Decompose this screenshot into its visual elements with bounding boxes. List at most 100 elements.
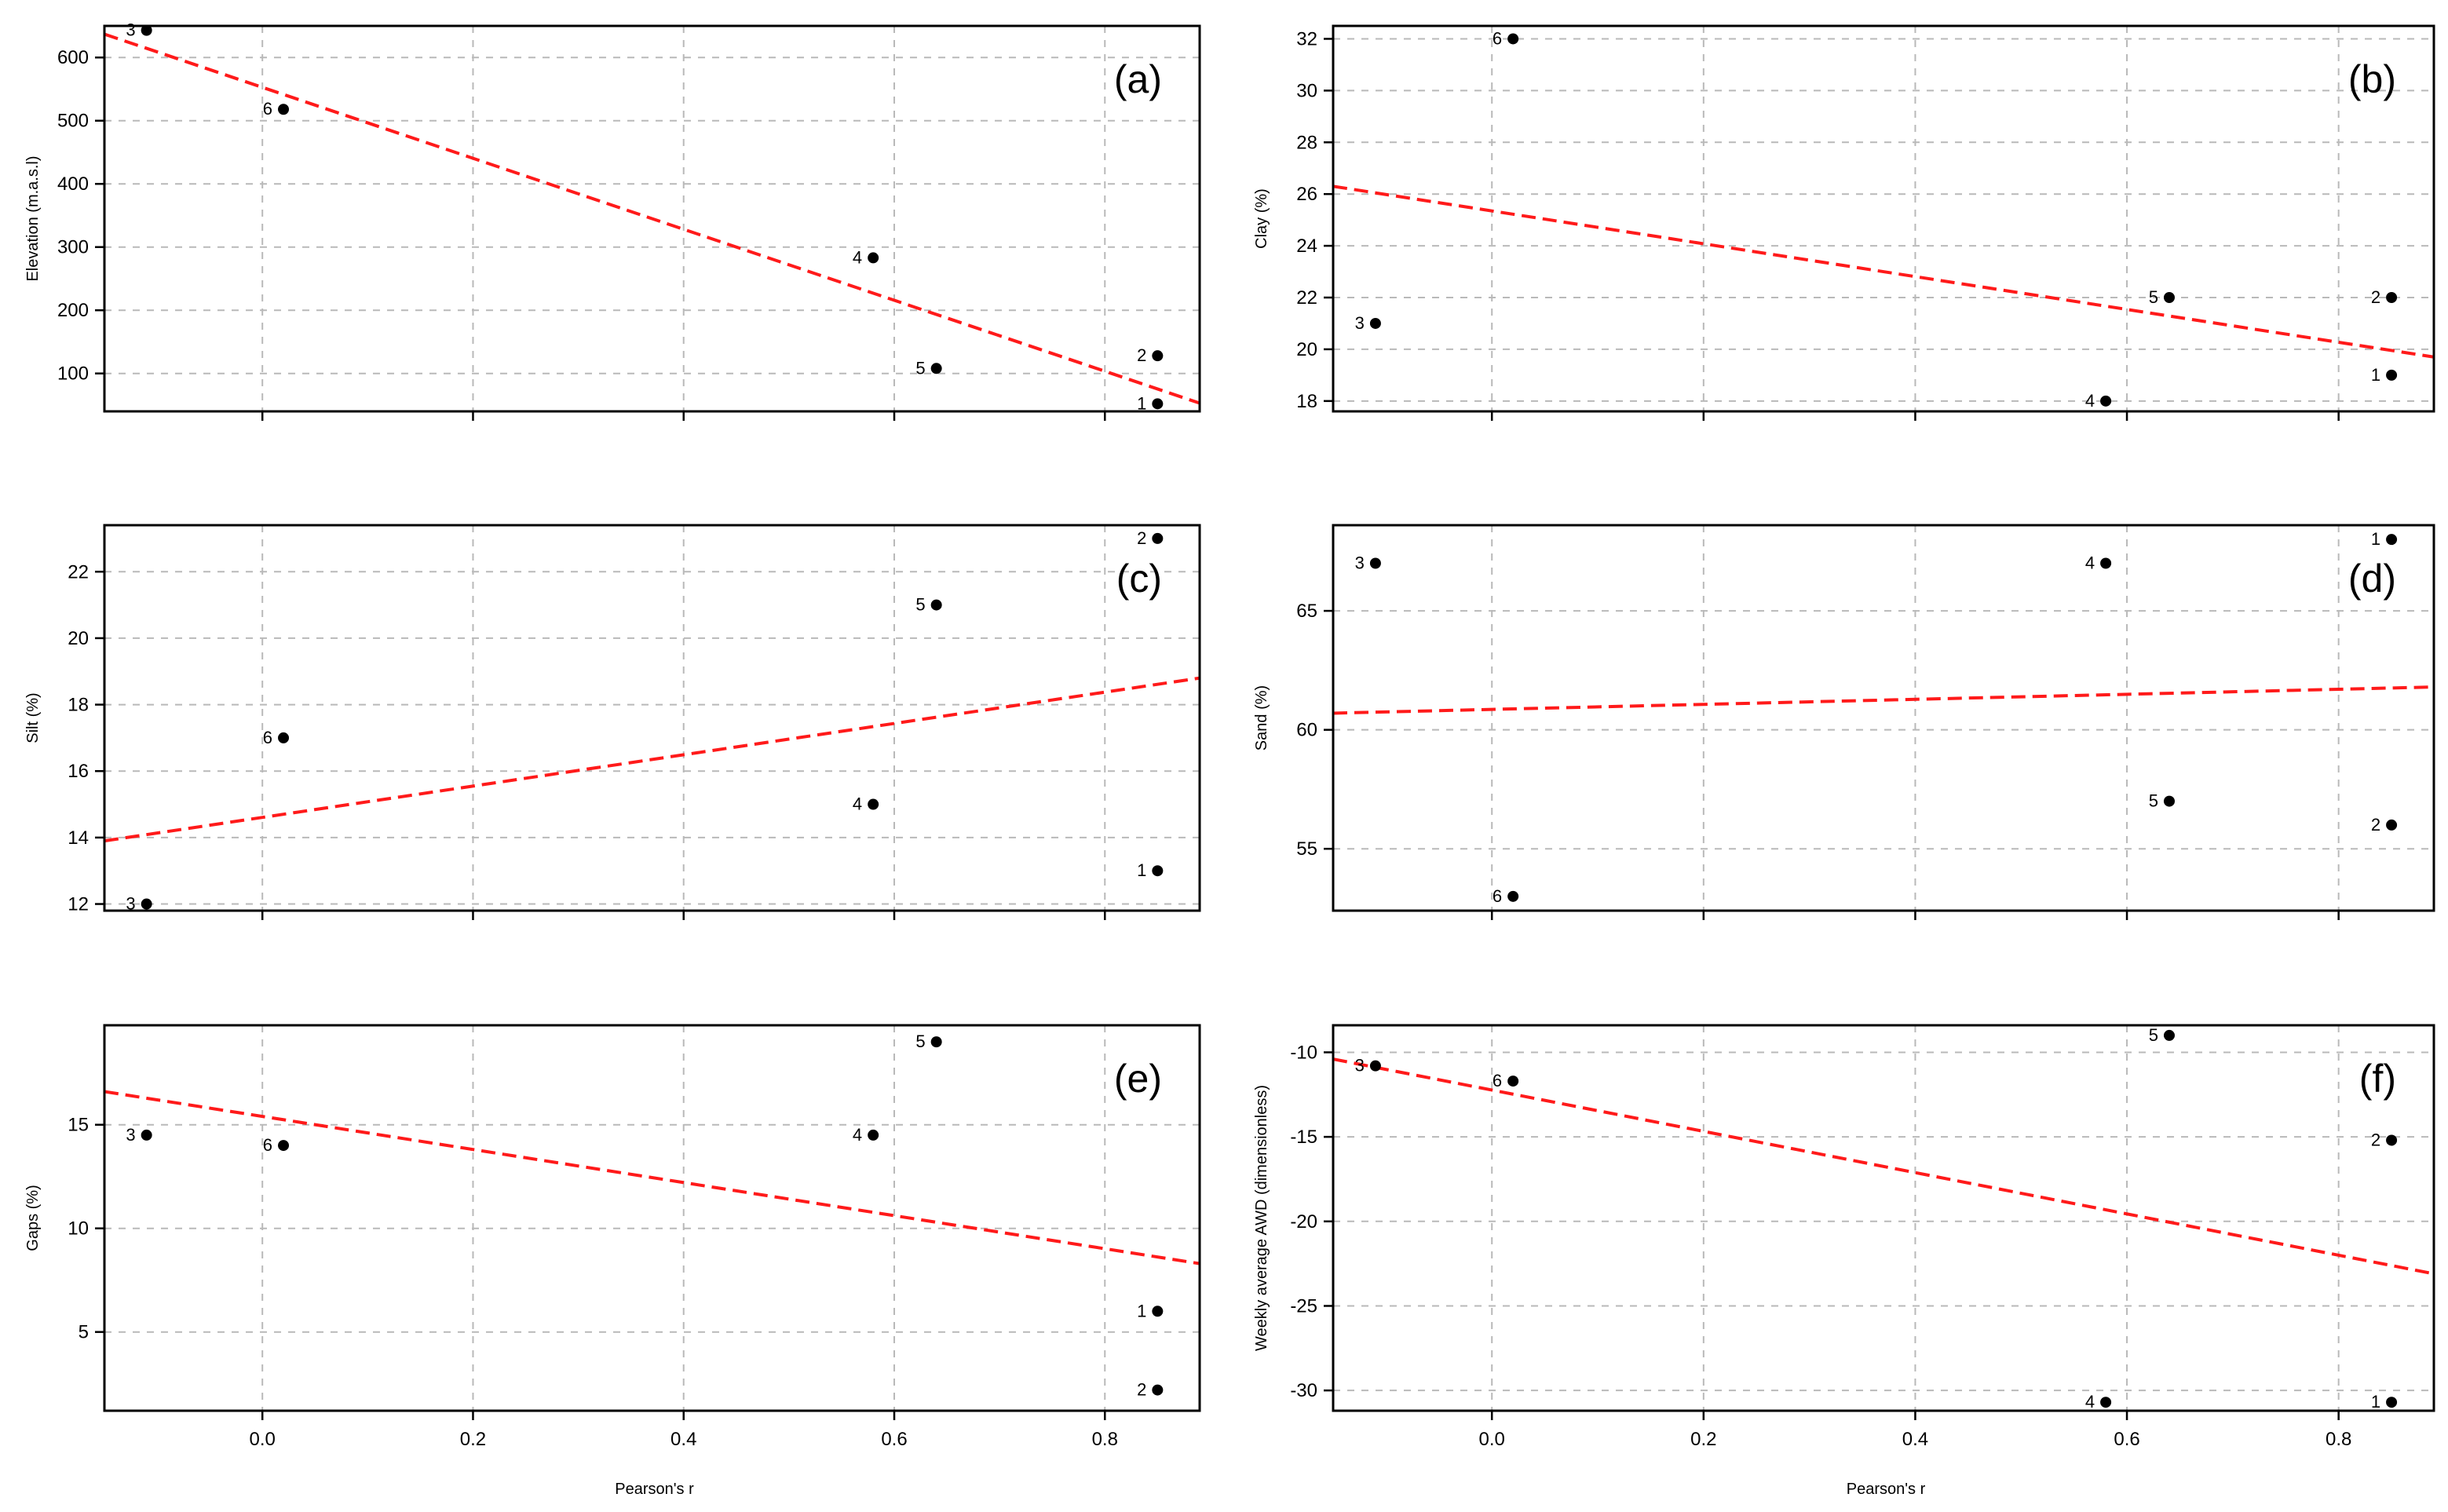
y-axis-label: Gaps (%) xyxy=(24,1185,42,1251)
point-label-4: 4 xyxy=(2085,1392,2095,1412)
y-tick-label: 14 xyxy=(68,827,89,849)
y-tick-label: -30 xyxy=(1290,1380,1317,1401)
point-label-4: 4 xyxy=(853,247,862,267)
x-tick-label: 0.2 xyxy=(460,1429,486,1450)
y-tick-label: 60 xyxy=(1296,720,1317,741)
point-label-2: 2 xyxy=(2371,1130,2380,1149)
data-point-4 xyxy=(868,799,879,810)
data-point-4 xyxy=(868,252,879,263)
data-point-5 xyxy=(2164,796,2175,807)
data-point-3 xyxy=(141,25,152,36)
y-tick-label: 30 xyxy=(1296,80,1317,101)
point-label-6: 6 xyxy=(1493,28,1502,48)
y-tick-label: 28 xyxy=(1296,132,1317,153)
point-label-1: 1 xyxy=(2371,1392,2380,1412)
y-tick-label: 65 xyxy=(1296,601,1317,622)
point-label-5: 5 xyxy=(2149,1025,2158,1045)
y-tick-label: 18 xyxy=(68,695,89,716)
data-point-1 xyxy=(1152,865,1163,876)
data-point-1 xyxy=(2386,370,2397,381)
regression-line xyxy=(104,1091,1200,1263)
point-label-1: 1 xyxy=(1137,860,1146,880)
x-tick-label: 0.4 xyxy=(670,1429,696,1450)
point-label-6: 6 xyxy=(1493,1071,1502,1090)
point-label-2: 2 xyxy=(1137,1380,1146,1400)
point-label-6: 6 xyxy=(263,728,272,747)
point-label-2: 2 xyxy=(2371,287,2380,307)
data-point-3 xyxy=(1370,318,1381,329)
x-axis-label: Pearson's r xyxy=(615,1481,694,1498)
data-point-3 xyxy=(1370,557,1381,568)
y-tick-label: 32 xyxy=(1296,28,1317,49)
plot-frame xyxy=(104,525,1200,911)
y-tick-label: 5 xyxy=(79,1322,89,1343)
panel-label: (f) xyxy=(2359,1057,2396,1101)
point-label-4: 4 xyxy=(853,1125,862,1145)
data-point-5 xyxy=(2164,1030,2175,1041)
data-point-4 xyxy=(2100,1397,2111,1408)
x-tick-label: 0.6 xyxy=(2114,1429,2139,1450)
plot-frame xyxy=(104,1025,1200,1411)
panel-a: 100200300400500600123456(a)Elevation (m.… xyxy=(24,20,1200,421)
data-point-6 xyxy=(278,104,289,115)
y-axis-label: Elevation (m.a.s.l) xyxy=(24,155,42,281)
point-label-2: 2 xyxy=(1137,345,1146,365)
y-axis-label: Weekly average AWD (dimensionless) xyxy=(1253,1085,1270,1351)
regression-line xyxy=(1333,687,2434,713)
x-tick-label: 0.8 xyxy=(2326,1429,2351,1450)
y-tick-label: 55 xyxy=(1296,838,1317,860)
data-point-6 xyxy=(1507,1076,1518,1087)
point-label-6: 6 xyxy=(263,1135,272,1155)
y-tick-label: 16 xyxy=(68,761,89,782)
y-axis-label: Silt (%) xyxy=(24,692,42,743)
y-tick-label: 18 xyxy=(1296,391,1317,412)
point-label-1: 1 xyxy=(2371,529,2380,549)
data-point-4 xyxy=(868,1130,879,1141)
point-label-5: 5 xyxy=(2149,287,2158,307)
data-point-5 xyxy=(931,1036,942,1047)
panel-c: 121416182022123456(c)Silt (%) xyxy=(24,525,1200,920)
y-tick-label: 600 xyxy=(57,47,89,68)
panel-b: 1820222426283032123456(b)Clay (%) xyxy=(1253,26,2434,421)
point-label-5: 5 xyxy=(915,595,925,615)
panel-label: (d) xyxy=(2348,557,2396,601)
data-point-1 xyxy=(1152,1306,1163,1317)
y-tick-label: 20 xyxy=(1296,339,1317,360)
y-tick-label: 22 xyxy=(1296,287,1317,309)
point-label-4: 4 xyxy=(853,794,862,814)
point-label-1: 1 xyxy=(2371,365,2380,385)
y-tick-label: 100 xyxy=(57,363,89,385)
y-axis-label: Sand (%) xyxy=(1253,685,1270,751)
data-point-5 xyxy=(2164,292,2175,303)
panel-label: (b) xyxy=(2348,57,2396,101)
point-label-3: 3 xyxy=(126,20,135,40)
plot-frame xyxy=(1333,26,2434,411)
plot-frame xyxy=(1333,525,2434,911)
data-point-1 xyxy=(2386,534,2397,545)
point-label-3: 3 xyxy=(1355,553,1365,572)
point-label-2: 2 xyxy=(1137,528,1146,548)
data-point-3 xyxy=(1370,1061,1381,1072)
point-label-5: 5 xyxy=(915,1032,925,1051)
y-tick-label: 26 xyxy=(1296,184,1317,205)
panel-f: 0.0 0.2 0.4 0.6 0.8-30-25-20-15-10123456 (f)W… xyxy=(1253,1025,2434,1498)
point-label-5: 5 xyxy=(915,358,925,378)
y-tick-label: 12 xyxy=(68,894,89,915)
y-tick-label: 22 xyxy=(68,561,89,583)
y-tick-label: -10 xyxy=(1290,1042,1317,1063)
data-point-6 xyxy=(278,1140,289,1151)
y-tick-label: 300 xyxy=(57,237,89,258)
y-tick-label: -25 xyxy=(1290,1295,1317,1317)
point-label-1: 1 xyxy=(1137,1301,1146,1320)
point-label-3: 3 xyxy=(126,1125,135,1145)
point-label-3: 3 xyxy=(1355,313,1365,333)
panel-label: (e) xyxy=(1114,1057,1162,1101)
point-label-4: 4 xyxy=(2085,391,2095,411)
panel-e: 0.0 0.2 0.4 0.6 0.8 5 10 15 1 2 3 4 5 6 (e) Gaps (%) Pea… xyxy=(24,1025,1200,1498)
point-label-1: 1 xyxy=(1137,393,1146,413)
data-point-5 xyxy=(931,600,942,611)
data-point-2 xyxy=(2386,820,2397,831)
x-tick-label: 0.2 xyxy=(1690,1429,1716,1450)
data-point-6 xyxy=(1507,33,1518,44)
panel-label: (a) xyxy=(1114,57,1162,101)
